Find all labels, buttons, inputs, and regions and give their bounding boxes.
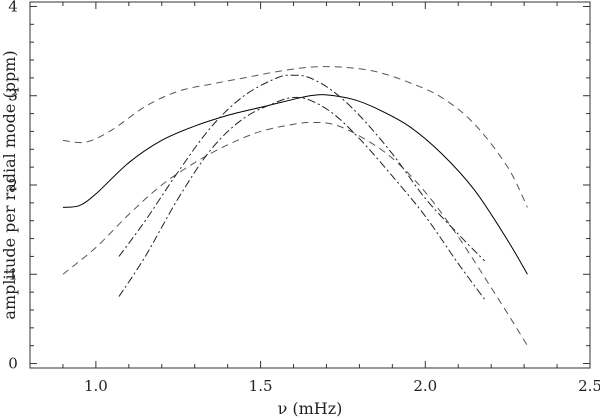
series-line-2 [62, 66, 528, 208]
y-tick-label: 4 [8, 0, 18, 15]
tick-labels: 1.0 1.5 2.0 2.5 0 1 2 3 4 [8, 0, 600, 395]
series-line-4 [118, 74, 485, 262]
y-axis-label: amplitude per radial mode (ppm) [0, 50, 19, 319]
series-group [62, 66, 528, 346]
axis-ticks [29, 2, 591, 368]
series-line-3 [62, 121, 528, 346]
y-tick-label: 2 [8, 176, 18, 194]
x-axis-label: ν (mHz) [278, 399, 343, 418]
y-tick-label: 1 [8, 265, 18, 283]
y-tick-label: 3 [8, 87, 18, 105]
x-tick-label: 1.0 [84, 377, 108, 395]
series-line-1 [62, 94, 528, 275]
y-tick-label: 0 [8, 355, 18, 373]
series-line-5 [118, 96, 485, 300]
x-tick-label: 2.0 [413, 377, 437, 395]
x-tick-label: 2.5 [578, 377, 600, 395]
plot-frame [29, 1, 591, 369]
x-tick-label: 1.5 [249, 377, 273, 395]
